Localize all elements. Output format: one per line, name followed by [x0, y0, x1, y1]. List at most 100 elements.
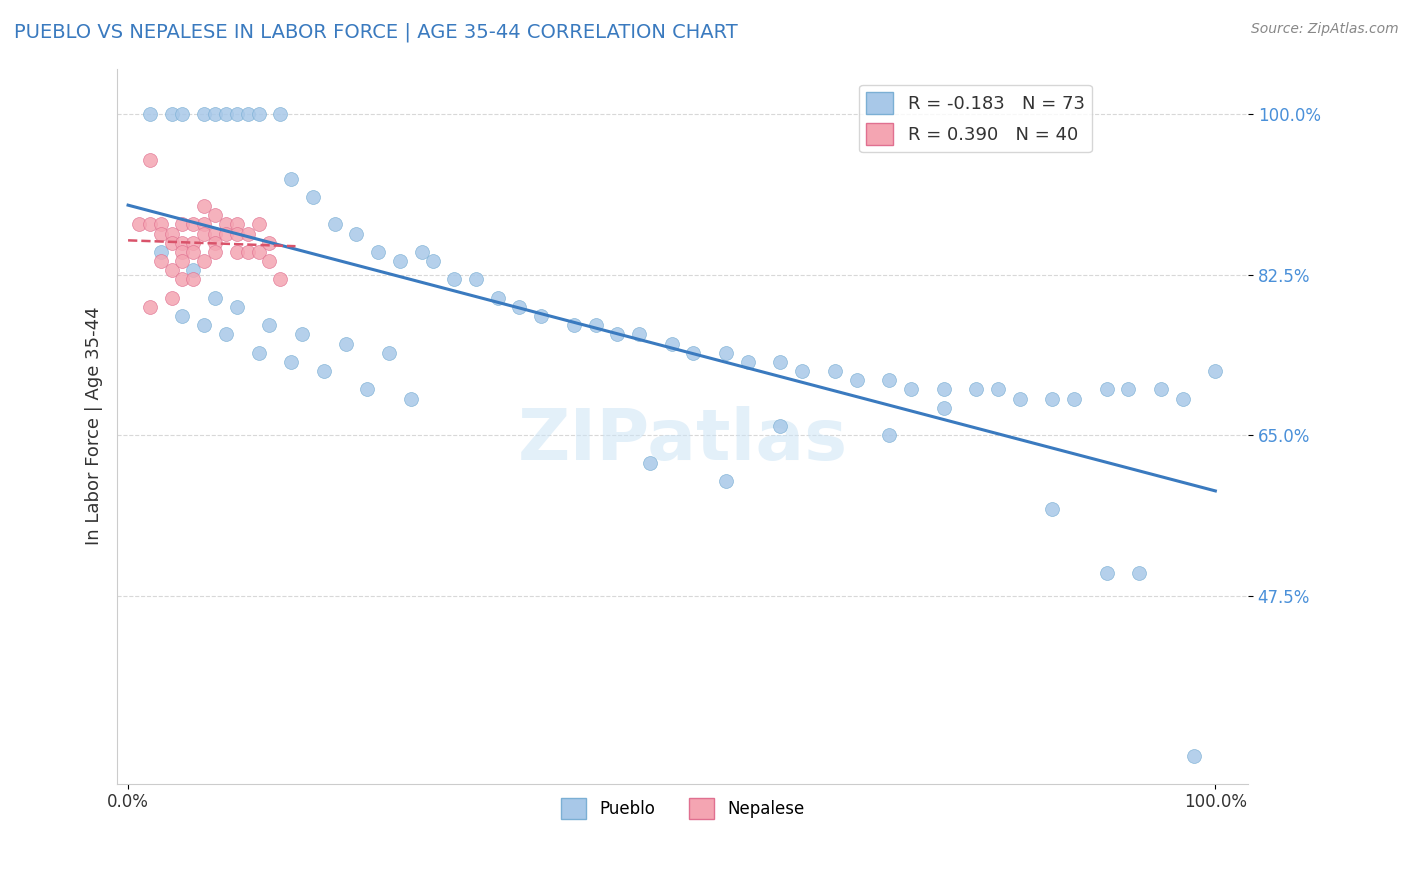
- Point: [172, 218, 194, 232]
- Point: [236, 244, 259, 259]
- Point: [737, 355, 759, 369]
- Point: [236, 227, 259, 241]
- Point: [181, 272, 204, 286]
- Point: [367, 244, 389, 259]
- Point: [247, 244, 270, 259]
- Point: [128, 218, 150, 232]
- Point: [181, 235, 204, 250]
- Point: [465, 272, 488, 286]
- Point: [486, 291, 509, 305]
- Point: [204, 244, 226, 259]
- Point: [259, 318, 281, 333]
- Point: [172, 107, 194, 121]
- Point: [280, 171, 302, 186]
- Point: [344, 227, 367, 241]
- Point: [139, 107, 162, 121]
- Point: [682, 345, 704, 359]
- Point: [259, 254, 281, 268]
- Point: [965, 383, 987, 397]
- Point: [225, 107, 247, 121]
- Point: [204, 107, 226, 121]
- Point: [269, 107, 291, 121]
- Point: [247, 345, 270, 359]
- Point: [193, 254, 215, 268]
- Point: [877, 428, 900, 442]
- Point: [1204, 364, 1226, 378]
- Point: [204, 227, 226, 241]
- Point: [585, 318, 607, 333]
- Point: [714, 474, 737, 488]
- Point: [215, 107, 238, 121]
- Point: [335, 336, 357, 351]
- Point: [1040, 392, 1063, 406]
- Point: [225, 244, 247, 259]
- Point: [149, 227, 172, 241]
- Point: [411, 244, 433, 259]
- Point: [204, 291, 226, 305]
- Point: [877, 373, 900, 387]
- Point: [388, 254, 411, 268]
- Point: [769, 355, 792, 369]
- Point: [769, 419, 792, 434]
- Point: [181, 218, 204, 232]
- Point: [149, 218, 172, 232]
- Point: [215, 327, 238, 342]
- Point: [312, 364, 335, 378]
- Point: [149, 254, 172, 268]
- Point: [172, 254, 194, 268]
- Point: [1171, 392, 1194, 406]
- Point: [269, 272, 291, 286]
- Point: [247, 107, 270, 121]
- Point: [172, 309, 194, 323]
- Text: ZIPatlas: ZIPatlas: [517, 406, 848, 475]
- Point: [193, 107, 215, 121]
- Point: [1008, 392, 1031, 406]
- Point: [160, 235, 183, 250]
- Point: [638, 456, 661, 470]
- Point: [160, 107, 183, 121]
- Point: [900, 383, 922, 397]
- Point: [1095, 566, 1118, 580]
- Point: [792, 364, 814, 378]
- Point: [302, 190, 325, 204]
- Point: [193, 218, 215, 232]
- Point: [204, 235, 226, 250]
- Point: [259, 235, 281, 250]
- Point: [204, 208, 226, 222]
- Point: [399, 392, 422, 406]
- Point: [160, 263, 183, 277]
- Point: [215, 227, 238, 241]
- Point: [172, 235, 194, 250]
- Point: [1040, 501, 1063, 516]
- Point: [225, 218, 247, 232]
- Point: [508, 300, 530, 314]
- Point: [193, 227, 215, 241]
- Point: [932, 401, 955, 415]
- Y-axis label: In Labor Force | Age 35-44: In Labor Force | Age 35-44: [86, 307, 103, 545]
- Point: [932, 383, 955, 397]
- Point: [1150, 383, 1173, 397]
- Point: [291, 327, 314, 342]
- Point: [215, 218, 238, 232]
- Point: [562, 318, 585, 333]
- Text: Source: ZipAtlas.com: Source: ZipAtlas.com: [1251, 22, 1399, 37]
- Point: [193, 318, 215, 333]
- Point: [172, 244, 194, 259]
- Point: [193, 199, 215, 213]
- Point: [172, 272, 194, 286]
- Point: [356, 383, 378, 397]
- Point: [160, 227, 183, 241]
- Point: [323, 218, 346, 232]
- Point: [422, 254, 444, 268]
- Point: [149, 244, 172, 259]
- Point: [1128, 566, 1150, 580]
- Point: [1063, 392, 1085, 406]
- Point: [661, 336, 683, 351]
- Point: [225, 300, 247, 314]
- Point: [181, 263, 204, 277]
- Point: [987, 383, 1010, 397]
- Point: [1095, 383, 1118, 397]
- Point: [824, 364, 846, 378]
- Point: [606, 327, 628, 342]
- Point: [160, 291, 183, 305]
